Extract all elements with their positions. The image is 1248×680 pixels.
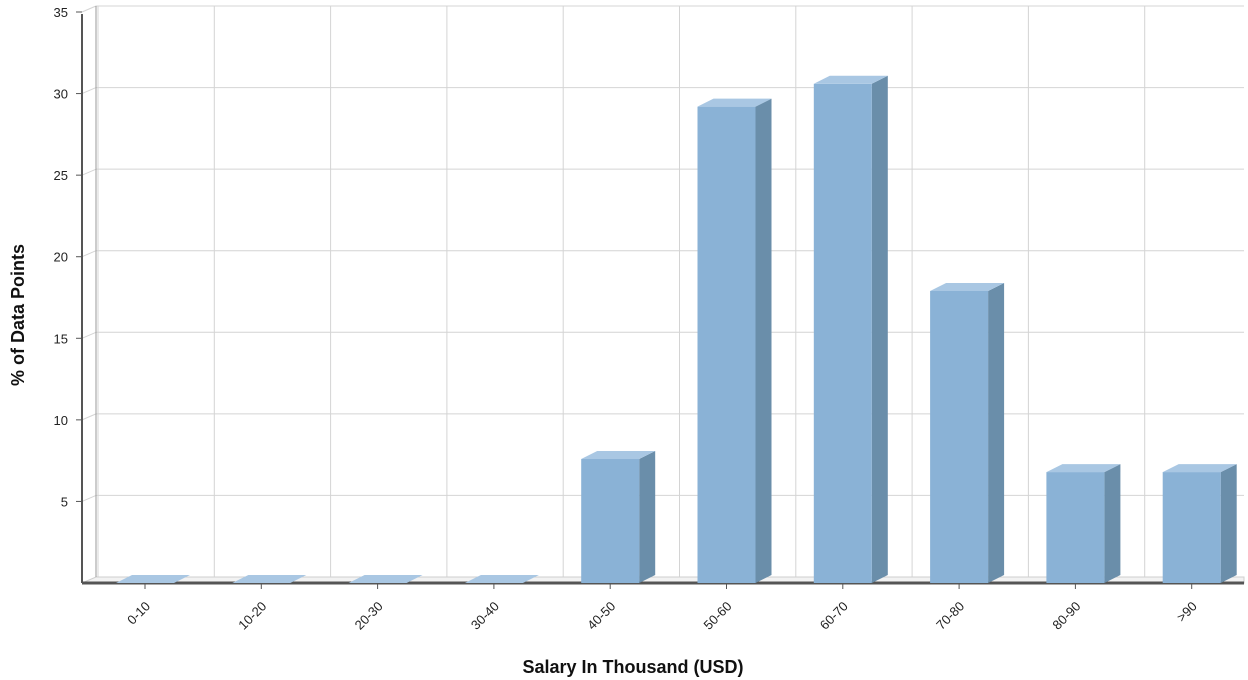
bar bbox=[697, 106, 756, 584]
bar-side bbox=[871, 75, 888, 584]
bar-top bbox=[1046, 464, 1121, 473]
bar-top bbox=[232, 575, 307, 583]
gridline-depth bbox=[81, 331, 97, 339]
bar-side bbox=[639, 451, 656, 583]
gridline-depth bbox=[81, 87, 97, 95]
bar-side bbox=[755, 98, 772, 584]
y-tick-label: 20 bbox=[54, 250, 68, 265]
bar bbox=[930, 290, 989, 583]
gridline-depth bbox=[81, 168, 97, 176]
bar-layer bbox=[116, 75, 1237, 584]
x-tick-label: 50-60 bbox=[701, 599, 735, 633]
x-tick-label: 80-90 bbox=[1049, 599, 1083, 633]
x-tick-label: 0-10 bbox=[124, 599, 153, 628]
y-tick-label: 15 bbox=[54, 331, 68, 346]
x-tick-label: 70-80 bbox=[933, 599, 967, 633]
y-axis-title: % of Data Points bbox=[8, 244, 28, 386]
x-tick-label: 20-30 bbox=[352, 599, 386, 633]
bar-top bbox=[1162, 464, 1237, 473]
bar-top bbox=[348, 575, 423, 583]
y-tick-label: 5 bbox=[61, 494, 68, 509]
x-tick-label: 10-20 bbox=[235, 599, 269, 633]
x-axis-title: Salary In Thousand (USD) bbox=[522, 657, 743, 677]
x-tick-label: 60-70 bbox=[817, 599, 851, 633]
gridline-depth bbox=[81, 250, 97, 258]
gridline-depth bbox=[81, 5, 97, 13]
x-tick-label: >90 bbox=[1174, 599, 1200, 625]
y-tick-label: 35 bbox=[54, 5, 68, 20]
bar bbox=[1046, 472, 1105, 583]
x-tick-label: 40-50 bbox=[584, 599, 618, 633]
bar bbox=[813, 83, 872, 584]
x-tick-label: 30-40 bbox=[468, 599, 502, 633]
y-tick-label: 25 bbox=[54, 168, 68, 183]
bar-top bbox=[930, 282, 1005, 291]
bar bbox=[581, 459, 640, 583]
bar-top bbox=[581, 451, 656, 460]
bar-top bbox=[464, 575, 539, 583]
bar bbox=[1162, 472, 1221, 583]
gridline-depth bbox=[81, 413, 97, 421]
bar-top bbox=[697, 98, 772, 107]
bar-side bbox=[1220, 464, 1237, 583]
y-tick-label: 30 bbox=[54, 87, 68, 102]
y-tick-label: 10 bbox=[54, 413, 68, 428]
bar-top bbox=[116, 575, 190, 583]
bar-side bbox=[1104, 464, 1121, 583]
gridline-depth bbox=[81, 494, 97, 502]
bar-side bbox=[988, 282, 1005, 583]
bar-top bbox=[813, 75, 888, 84]
